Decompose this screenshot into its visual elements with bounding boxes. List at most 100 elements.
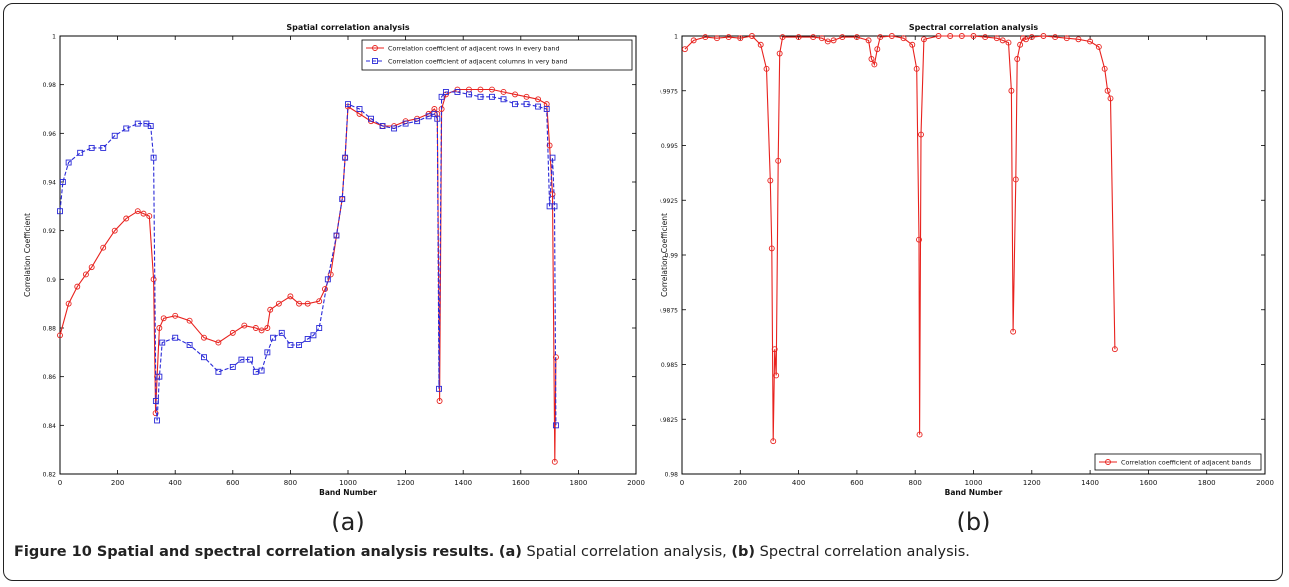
data-point	[134, 208, 141, 215]
data-point	[477, 86, 484, 93]
data-point	[916, 236, 922, 243]
data-point	[818, 35, 825, 42]
figure-caption: Figure 10 Spatial and spectral correlati…	[14, 544, 1276, 560]
data-point	[304, 336, 311, 342]
data-point	[287, 342, 294, 348]
y-tick-label: 0.82	[43, 472, 57, 479]
x-tick-label: 1600	[512, 479, 530, 487]
y-tick-label: 0.99	[665, 253, 679, 260]
data-point	[546, 142, 553, 149]
series-line	[684, 35, 1116, 442]
data-point	[322, 286, 328, 293]
data-point	[186, 342, 193, 348]
x-axis-label: Band Number	[319, 488, 377, 497]
data-point	[215, 339, 222, 346]
data-point	[379, 123, 386, 129]
data-point	[316, 325, 323, 331]
data-point	[258, 327, 265, 334]
data-point	[512, 101, 518, 108]
legend-swatch-marker	[372, 58, 378, 64]
data-point	[425, 113, 432, 120]
x-tick-label: 1800	[1198, 479, 1216, 487]
data-point	[947, 33, 954, 39]
y-tick-label: 0.94	[43, 180, 57, 187]
data-point	[1010, 328, 1017, 335]
data-point	[920, 36, 927, 43]
data-point	[140, 210, 147, 217]
data-point	[763, 65, 770, 72]
x-tick-label: 400	[792, 479, 805, 487]
caption-part-b-text: Spectral correlation analysis.	[755, 544, 970, 560]
x-tick-label: 800	[284, 479, 297, 487]
data-point	[159, 339, 166, 346]
data-point	[324, 276, 331, 283]
data-point	[77, 149, 84, 156]
data-point	[1087, 38, 1094, 45]
x-tick-label: 200	[111, 479, 124, 487]
data-point	[982, 34, 989, 41]
data-point	[523, 101, 530, 108]
x-tick-label: 1600	[1139, 479, 1157, 487]
data-point	[768, 245, 775, 252]
data-point	[304, 300, 311, 307]
data-point	[172, 312, 179, 319]
x-tick-label: 1200	[1023, 479, 1041, 487]
legend-swatch-marker	[1105, 459, 1111, 465]
data-point	[523, 93, 530, 100]
data-point	[749, 33, 755, 39]
data-point	[229, 329, 236, 336]
data-point	[152, 410, 159, 417]
data-point	[824, 38, 831, 45]
x-tick-label: 1400	[1081, 479, 1099, 487]
x-tick-label: 400	[169, 479, 182, 487]
caption-lead: Figure 10 Spatial and spectral correlati…	[14, 544, 495, 560]
data-point	[1008, 87, 1015, 94]
y-tick-label: 0.9975	[660, 88, 678, 95]
data-point	[714, 35, 720, 42]
data-point	[436, 385, 442, 392]
y-tick-label: 0.985	[661, 362, 678, 369]
data-point	[1107, 95, 1114, 102]
data-point	[147, 123, 154, 129]
panel-label: (b)	[957, 508, 991, 532]
legend: Correlation coefficient of adjacent band…	[1094, 453, 1262, 471]
data-point	[65, 300, 72, 307]
data-point	[543, 106, 550, 112]
data-point	[150, 276, 157, 283]
data-point	[913, 65, 920, 72]
data-point	[958, 33, 965, 39]
data-point	[489, 86, 495, 93]
data-point	[247, 356, 254, 363]
data-point	[88, 264, 95, 271]
data-point	[100, 144, 107, 151]
y-tick-label: 0.86	[43, 374, 57, 381]
data-point	[65, 159, 72, 166]
data-point	[737, 35, 744, 42]
data-point	[512, 91, 518, 98]
data-point	[767, 177, 774, 184]
caption-part-a-text: Spatial correlation analysis,	[521, 544, 732, 560]
data-point	[1095, 44, 1102, 50]
y-tick-label: 0.84	[43, 423, 57, 430]
data-point	[466, 91, 472, 98]
data-point	[1040, 33, 1047, 39]
y-tick-label: 1	[52, 34, 56, 41]
data-point	[264, 349, 271, 356]
data-point	[839, 34, 846, 41]
y-axis-label: Correlation Coefficient	[23, 213, 32, 297]
data-point	[874, 46, 881, 53]
data-point	[865, 37, 872, 44]
data-point	[773, 372, 780, 379]
data-point	[918, 131, 924, 138]
data-point	[770, 438, 777, 445]
chart-title: Spectral correlation analysis	[909, 23, 1039, 32]
y-tick-label: 0.9825	[660, 417, 678, 424]
data-point	[877, 34, 884, 41]
data-point	[154, 417, 161, 424]
data-point	[57, 332, 63, 339]
data-point	[252, 325, 259, 331]
series-1	[57, 89, 559, 429]
data-point	[238, 356, 245, 363]
data-point	[342, 154, 349, 161]
data-point	[258, 367, 265, 374]
